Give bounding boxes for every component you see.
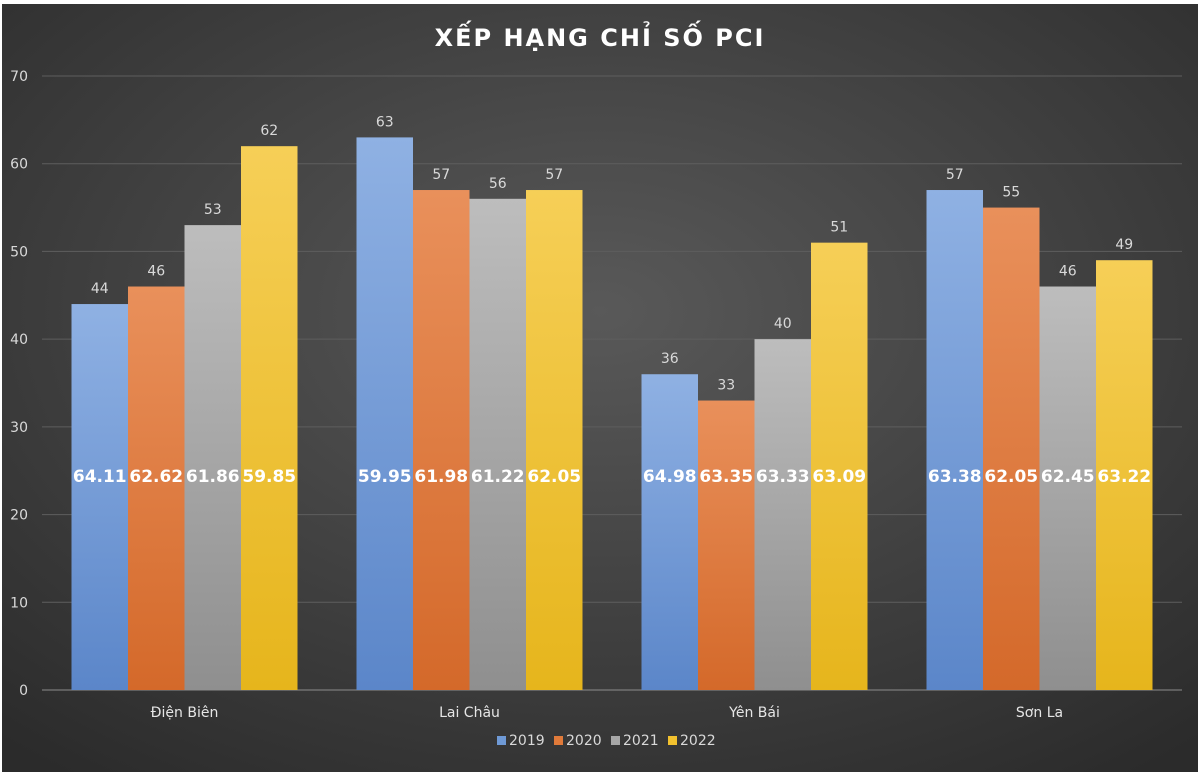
bar-2020 (413, 190, 470, 690)
bar-value-label: 57 (432, 167, 450, 183)
bar-score-label: 63.38 (928, 467, 982, 487)
bar-score-label: 61.86 (186, 467, 240, 487)
bar-2021 (469, 198, 526, 691)
y-tick-label: 50 (10, 244, 28, 260)
bar-value-label: 44 (91, 281, 109, 297)
bar-score-label: 59.95 (358, 467, 412, 487)
legend: 2019 2020 2021 2022 (497, 733, 716, 749)
y-tick-label: 10 (10, 595, 28, 611)
bar-value-label: 56 (489, 176, 507, 192)
bar-2019 (356, 137, 413, 690)
bar-2022 (526, 190, 583, 690)
bar-value-label: 57 (946, 167, 964, 183)
bar-score-label: 62.45 (1041, 467, 1095, 487)
bar-value-label: 63 (376, 114, 394, 130)
bar-2021 (1039, 286, 1096, 690)
legend-swatch-2020 (554, 736, 563, 745)
bar-score-label: 63.09 (812, 467, 866, 487)
y-tick-label: 30 (10, 420, 28, 436)
bar-value-label: 49 (1115, 237, 1133, 253)
y-tick-label: 70 (10, 69, 28, 85)
bar-score-label: 62.05 (527, 467, 581, 487)
x-category-label: Yên Bái (728, 705, 780, 721)
bar-2022 (241, 146, 298, 690)
y-tick-label: 20 (10, 508, 28, 524)
bar-score-label: 63.22 (1097, 467, 1151, 487)
bar-score-label: 64.98 (643, 467, 697, 487)
y-tick-label: 0 (19, 683, 28, 699)
legend-label-2020: 2020 (566, 733, 602, 749)
y-tick-label: 40 (10, 332, 28, 348)
bar-value-label: 46 (1059, 264, 1077, 280)
bar-value-label: 40 (774, 316, 792, 332)
bar-value-label: 46 (147, 264, 165, 280)
bar-2020 (698, 400, 755, 690)
bar-value-label: 36 (661, 351, 679, 367)
legend-swatch-2019 (497, 736, 506, 745)
bar-score-label: 63.35 (699, 467, 753, 487)
legend-swatch-2022 (668, 736, 677, 745)
x-category-label: Lai Châu (439, 705, 500, 721)
bar-2021 (754, 339, 811, 690)
bar-2020 (983, 207, 1040, 691)
x-category-label: Sơn La (1016, 705, 1063, 721)
bar-score-label: 64.11 (73, 467, 127, 487)
bar-score-label: 61.22 (471, 467, 525, 487)
bar-value-label: 53 (204, 202, 222, 218)
bar-value-label: 33 (717, 378, 735, 394)
legend-swatch-2021 (611, 736, 620, 745)
bar-2021 (184, 225, 241, 690)
bar-score-label: 59.85 (242, 467, 296, 487)
x-category-label: Điện Biên (151, 705, 219, 721)
bar-score-label: 62.62 (129, 467, 183, 487)
bar-2020 (128, 286, 185, 690)
bar-score-label: 63.33 (756, 467, 810, 487)
bar-score-label: 62.05 (984, 467, 1038, 487)
bar-score-label: 61.98 (414, 467, 468, 487)
bar-value-label: 55 (1002, 185, 1020, 201)
bar-2019 (71, 304, 128, 690)
bar-2019 (926, 190, 983, 690)
bar-value-label: 57 (545, 167, 563, 183)
bar-2022 (811, 242, 868, 690)
y-tick-label: 60 (10, 157, 28, 173)
legend-label-2021: 2021 (623, 733, 659, 749)
bar-value-label: 62 (260, 123, 278, 139)
chart-title: XẾP HẠNG CHỈ SỐ PCI (435, 19, 766, 52)
bar-2022 (1096, 260, 1153, 690)
bar-2019 (641, 374, 698, 690)
bar-value-label: 51 (830, 220, 848, 236)
legend-label-2022: 2022 (680, 733, 716, 749)
legend-label-2019: 2019 (509, 733, 545, 749)
